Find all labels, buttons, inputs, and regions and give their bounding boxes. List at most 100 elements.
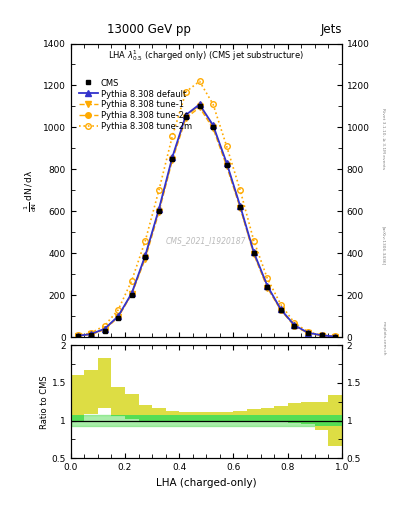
Pythia 8.308 tune-2c	[156, 207, 161, 214]
Y-axis label: $\mathregular{\frac{1}{\mathrm{d}N}\,\mathrm{d}N\,/\,\mathrm{d}\lambda}$: $\mathregular{\frac{1}{\mathrm{d}N}\,\ma…	[22, 169, 39, 211]
Pythia 8.308 default	[238, 203, 242, 209]
Pythia 8.308 tune-2c	[75, 333, 80, 339]
CMS	[333, 333, 338, 339]
Pythia 8.308 default	[319, 332, 324, 338]
Pythia 8.308 default	[156, 206, 161, 212]
Pythia 8.308 default	[333, 333, 338, 339]
Pythia 8.308 default	[224, 160, 229, 166]
Pythia 8.308 default	[102, 326, 107, 332]
CMS	[102, 328, 107, 334]
Pythia 8.308 tune-2c	[102, 326, 107, 332]
Text: LHA $\lambda^{1}_{0.5}$ (charged only) (CMS jet substructure): LHA $\lambda^{1}_{0.5}$ (charged only) (…	[108, 48, 304, 63]
Pythia 8.308 tune-2m	[184, 89, 188, 95]
Pythia 8.308 default	[252, 249, 256, 255]
Pythia 8.308 tune-2c	[252, 250, 256, 257]
CMS	[292, 323, 297, 329]
Pythia 8.308 tune-1	[116, 314, 121, 321]
CMS	[306, 330, 310, 336]
CMS	[170, 156, 175, 162]
Pythia 8.308 tune-2c	[238, 204, 242, 210]
Legend: CMS, Pythia 8.308 default, Pythia 8.308 tune-1, Pythia 8.308 tune-2c, Pythia 8.3: CMS, Pythia 8.308 default, Pythia 8.308 …	[78, 77, 194, 133]
Pythia 8.308 tune-1	[306, 330, 310, 336]
Pythia 8.308 tune-1	[129, 291, 134, 297]
Pythia 8.308 tune-2m	[224, 143, 229, 150]
Y-axis label: Ratio to CMS: Ratio to CMS	[40, 375, 49, 429]
Pythia 8.308 default	[197, 101, 202, 108]
Pythia 8.308 tune-2c	[116, 313, 121, 319]
Pythia 8.308 tune-2c	[333, 333, 338, 339]
Pythia 8.308 tune-2m	[129, 278, 134, 284]
Pythia 8.308 default	[129, 290, 134, 296]
Pythia 8.308 tune-2c	[143, 253, 148, 260]
Pythia 8.308 default	[170, 154, 175, 160]
CMS	[143, 254, 148, 261]
Pythia 8.308 tune-1	[279, 307, 283, 313]
Pythia 8.308 tune-1	[143, 255, 148, 262]
CMS	[197, 103, 202, 110]
Pythia 8.308 default	[75, 333, 80, 339]
Pythia 8.308 tune-2c	[224, 161, 229, 167]
CMS	[252, 250, 256, 257]
CMS	[265, 284, 270, 290]
Pythia 8.308 default	[292, 322, 297, 328]
Line: Pythia 8.308 default: Pythia 8.308 default	[75, 101, 338, 339]
Pythia 8.308 tune-2m	[279, 302, 283, 308]
CMS	[224, 162, 229, 168]
Pythia 8.308 default	[306, 330, 310, 336]
CMS	[116, 315, 121, 322]
CMS	[211, 124, 215, 131]
Pythia 8.308 tune-1	[156, 209, 161, 216]
Pythia 8.308 tune-2c	[319, 332, 324, 338]
Pythia 8.308 tune-2m	[265, 275, 270, 282]
Pythia 8.308 tune-1	[102, 327, 107, 333]
Pythia 8.308 default	[116, 313, 121, 319]
Line: Pythia 8.308 tune-2c: Pythia 8.308 tune-2c	[75, 102, 338, 339]
Pythia 8.308 tune-1	[197, 104, 202, 111]
CMS	[238, 204, 242, 210]
Pythia 8.308 tune-2m	[156, 187, 161, 194]
Text: CMS_2021_I1920187: CMS_2021_I1920187	[166, 236, 246, 245]
Pythia 8.308 tune-2m	[211, 101, 215, 108]
Pythia 8.308 default	[143, 252, 148, 259]
Pythia 8.308 tune-1	[184, 115, 188, 121]
CMS	[319, 332, 324, 338]
CMS	[279, 307, 283, 313]
CMS	[129, 292, 134, 298]
Pythia 8.308 tune-2m	[292, 320, 297, 326]
Pythia 8.308 tune-2c	[306, 330, 310, 336]
Pythia 8.308 tune-2c	[170, 155, 175, 161]
CMS	[89, 332, 94, 338]
Pythia 8.308 tune-2m	[319, 332, 324, 338]
Pythia 8.308 default	[89, 331, 94, 337]
Pythia 8.308 tune-1	[333, 334, 338, 340]
Pythia 8.308 default	[211, 122, 215, 129]
Pythia 8.308 tune-1	[89, 331, 94, 337]
Pythia 8.308 tune-2c	[129, 290, 134, 296]
Pythia 8.308 tune-2m	[89, 330, 94, 336]
Pythia 8.308 tune-2m	[116, 307, 121, 313]
Pythia 8.308 tune-1	[319, 333, 324, 339]
Pythia 8.308 tune-1	[252, 251, 256, 258]
Pythia 8.308 default	[265, 283, 270, 289]
Line: Pythia 8.308 tune-1: Pythia 8.308 tune-1	[75, 105, 338, 339]
Text: 13000 GeV pp: 13000 GeV pp	[107, 23, 191, 36]
Pythia 8.308 tune-1	[265, 285, 270, 291]
Pythia 8.308 tune-2m	[333, 333, 338, 339]
Pythia 8.308 tune-1	[75, 333, 80, 339]
Pythia 8.308 tune-2m	[75, 332, 80, 338]
Pythia 8.308 tune-1	[224, 163, 229, 169]
CMS	[156, 208, 161, 215]
Text: Jets: Jets	[320, 23, 342, 36]
Pythia 8.308 tune-2c	[292, 323, 297, 329]
Pythia 8.308 tune-1	[238, 205, 242, 211]
Text: Rivet 3.1.10, ≥ 3.1M events: Rivet 3.1.10, ≥ 3.1M events	[381, 108, 385, 169]
Pythia 8.308 tune-2m	[170, 133, 175, 139]
Pythia 8.308 default	[279, 306, 283, 312]
Bar	[71, 415, 342, 426]
Text: [arXiv:1306.3436]: [arXiv:1306.3436]	[381, 226, 385, 265]
Pythia 8.308 tune-2m	[238, 187, 242, 194]
Pythia 8.308 tune-2m	[143, 238, 148, 244]
Pythia 8.308 tune-1	[292, 323, 297, 329]
Line: Pythia 8.308 tune-2m: Pythia 8.308 tune-2m	[75, 78, 338, 339]
Pythia 8.308 tune-1	[170, 157, 175, 163]
